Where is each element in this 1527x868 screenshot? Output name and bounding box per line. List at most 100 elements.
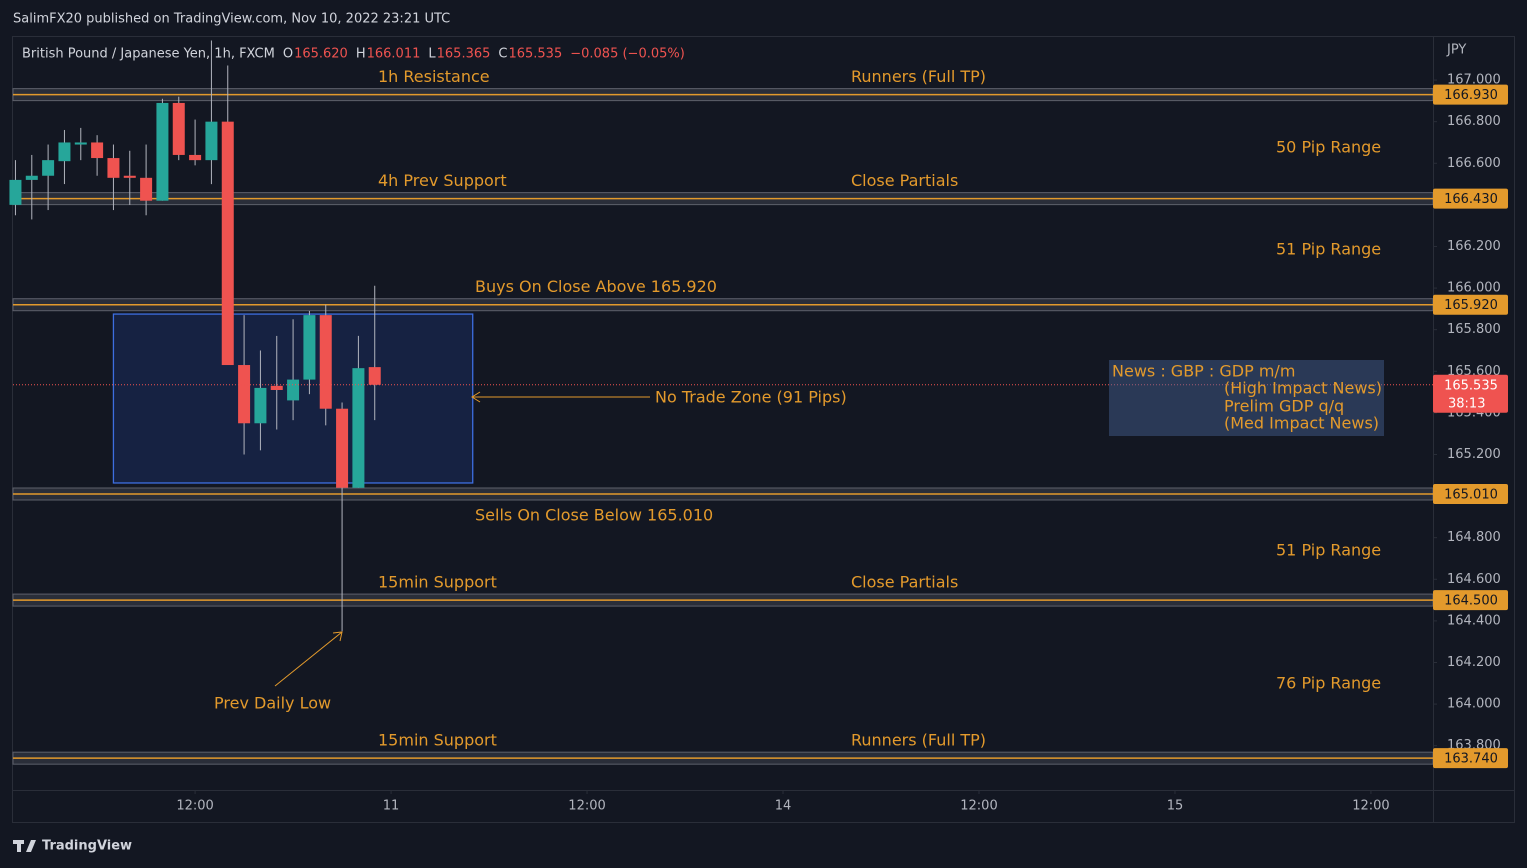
candle xyxy=(270,335,283,430)
candle-body xyxy=(123,175,136,178)
candle xyxy=(107,144,120,211)
news-line: Prelim GDP q/q xyxy=(1224,397,1344,416)
candle-body xyxy=(189,154,202,161)
x-tick-label: 14 xyxy=(775,799,792,814)
last-price: 165.535 xyxy=(1444,378,1498,393)
candle-body xyxy=(368,367,381,385)
candle-body xyxy=(270,385,283,390)
currency: JPY xyxy=(1446,43,1466,58)
logo xyxy=(13,840,36,852)
level-price-box xyxy=(1433,484,1508,505)
candle-body xyxy=(221,121,234,366)
candle xyxy=(303,310,316,395)
candle xyxy=(25,154,38,220)
y-tick-label: 165.200 xyxy=(1447,447,1501,462)
candle-body xyxy=(25,175,38,180)
candle xyxy=(58,129,71,185)
news-box xyxy=(1109,360,1384,436)
y-tick-label: 164.400 xyxy=(1447,613,1501,628)
x-tick-label: 11 xyxy=(383,799,400,814)
level-note: 1h Resistance xyxy=(378,67,490,86)
quote-change: −0.085 (−0.05%) xyxy=(570,47,685,62)
level-price: 163.740 xyxy=(1444,752,1498,767)
level-price-box xyxy=(1433,188,1508,209)
candle xyxy=(189,119,202,166)
arrow xyxy=(274,631,343,687)
level-price-box xyxy=(1433,294,1508,315)
arrow-head xyxy=(332,631,343,642)
candle-body xyxy=(238,365,251,424)
level-note: Close Partials xyxy=(851,171,958,190)
candle-body xyxy=(352,368,365,488)
candle-body xyxy=(58,142,71,162)
x-tick-label: 12:00 xyxy=(1352,799,1389,814)
annotation: 76 Pip Range xyxy=(1276,674,1381,693)
annotation: No Trade Zone (91 Pips) xyxy=(655,388,847,407)
level-price-box xyxy=(1433,748,1508,769)
countdown: 38:13 xyxy=(1448,396,1485,411)
candle xyxy=(42,144,55,211)
symbol-title: British Pound / Japanese Yen, 1h, FXCM xyxy=(22,47,275,62)
frame xyxy=(12,36,1515,823)
candle xyxy=(352,335,365,488)
level-note: 15min Support xyxy=(378,573,497,592)
quote-key: C xyxy=(498,47,507,62)
y-tick-label: 164.000 xyxy=(1447,697,1501,712)
level-price: 165.920 xyxy=(1444,298,1498,313)
quote-value: 165.535 xyxy=(508,47,562,62)
news-line: News : GBP : GDP m/m xyxy=(1112,362,1295,381)
brand: TradingView xyxy=(42,839,132,854)
candle xyxy=(368,285,381,421)
candle xyxy=(9,160,22,216)
y-tick-label: 164.600 xyxy=(1447,572,1501,587)
candle xyxy=(91,135,104,176)
news-line: (Med Impact News) xyxy=(1224,414,1379,433)
quote-key: O xyxy=(283,47,293,62)
candle xyxy=(221,65,234,366)
candle-body xyxy=(156,102,169,201)
candle-body xyxy=(336,408,349,488)
arrow-head xyxy=(471,391,481,403)
candle xyxy=(140,144,153,216)
candle xyxy=(123,150,136,205)
candle-body xyxy=(42,160,55,176)
last-price-box xyxy=(1433,374,1508,413)
candle xyxy=(156,98,169,201)
candle-body xyxy=(319,315,332,409)
quote-key: H xyxy=(356,47,366,62)
news-line: (High Impact News) xyxy=(1224,379,1382,398)
level-note: Sells On Close Below 165.010 xyxy=(475,506,713,525)
level-note: Runners (Full TP) xyxy=(851,731,986,750)
level-price-box xyxy=(1433,84,1508,105)
candle xyxy=(172,96,185,161)
quote-value: 165.365 xyxy=(437,47,491,62)
candle-body xyxy=(172,102,185,155)
candle xyxy=(254,350,267,451)
candle xyxy=(74,127,87,161)
quote-value: 165.620 xyxy=(294,47,348,62)
candle xyxy=(336,402,349,632)
y-tick-label: 166.800 xyxy=(1447,114,1501,129)
candle xyxy=(319,304,332,426)
x-tick-label: 12:00 xyxy=(960,799,997,814)
candle-body xyxy=(303,315,316,380)
annotation: 51 Pip Range xyxy=(1276,240,1381,259)
quote-key: L xyxy=(428,47,436,62)
candle-body xyxy=(287,379,300,401)
level-price: 166.930 xyxy=(1444,88,1498,103)
y-tick-label: 166.000 xyxy=(1447,281,1501,296)
candle-body xyxy=(140,177,153,201)
candle-body xyxy=(205,121,218,161)
level-price: 166.430 xyxy=(1444,192,1498,207)
x-tick-label: 12:00 xyxy=(176,799,213,814)
level-note: 4h Prev Support xyxy=(378,171,507,190)
candle-body xyxy=(91,142,104,159)
byline: SalimFX20 published on TradingView.com, … xyxy=(13,12,450,27)
level-note: Runners (Full TP) xyxy=(851,67,986,86)
y-tick-label: 166.200 xyxy=(1447,239,1501,254)
y-tick-label: 165.800 xyxy=(1447,322,1501,337)
quote-value: 166.011 xyxy=(367,47,421,62)
annotation: Prev Daily Low xyxy=(214,694,331,713)
